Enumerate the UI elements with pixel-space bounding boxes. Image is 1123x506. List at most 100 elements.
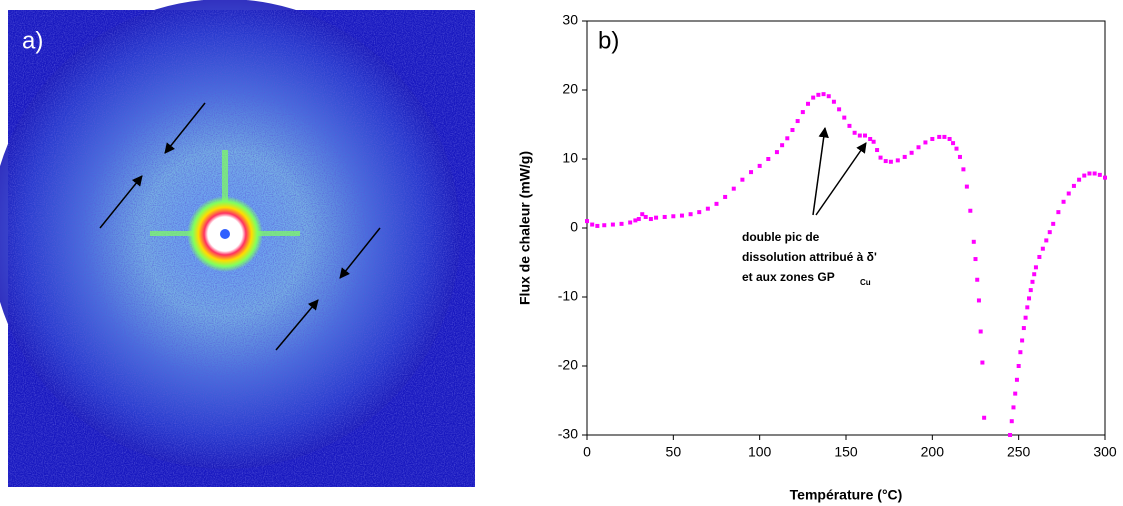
point bbox=[978, 329, 983, 334]
plot-frame bbox=[586, 20, 1106, 436]
point bbox=[1044, 238, 1049, 243]
point bbox=[973, 257, 978, 262]
point bbox=[714, 201, 719, 206]
point bbox=[1016, 364, 1021, 368]
point bbox=[852, 130, 857, 135]
point bbox=[697, 210, 702, 215]
point bbox=[971, 239, 976, 244]
point bbox=[1020, 338, 1025, 343]
point bbox=[1092, 171, 1097, 176]
point bbox=[1103, 175, 1107, 180]
point bbox=[640, 212, 645, 217]
point bbox=[1025, 305, 1030, 310]
point bbox=[595, 223, 600, 228]
point bbox=[888, 159, 893, 164]
point bbox=[951, 141, 956, 146]
point bbox=[610, 222, 615, 227]
point bbox=[643, 214, 648, 219]
point bbox=[1014, 377, 1019, 382]
point bbox=[1033, 265, 1038, 270]
point bbox=[1009, 419, 1014, 424]
point bbox=[740, 177, 745, 182]
point bbox=[878, 155, 883, 160]
point bbox=[723, 194, 728, 199]
point bbox=[1037, 254, 1042, 259]
annotation: et aux zones GP bbox=[742, 270, 835, 284]
point bbox=[648, 217, 653, 222]
point bbox=[785, 136, 790, 141]
point bbox=[930, 136, 935, 141]
x-tick-label: 50 bbox=[666, 444, 682, 460]
point bbox=[1028, 288, 1033, 293]
point bbox=[923, 140, 928, 145]
point bbox=[1087, 171, 1092, 176]
annotation: double pic de bbox=[742, 230, 820, 244]
point bbox=[862, 133, 867, 138]
x-tick-label: 250 bbox=[1007, 444, 1031, 460]
point bbox=[602, 223, 607, 228]
point bbox=[961, 167, 966, 172]
point bbox=[964, 184, 969, 189]
point bbox=[1056, 210, 1061, 215]
point bbox=[937, 134, 942, 139]
point bbox=[1082, 173, 1087, 178]
point bbox=[619, 221, 624, 226]
point bbox=[679, 213, 684, 218]
x-tick-label: 200 bbox=[921, 444, 945, 460]
point bbox=[654, 215, 659, 220]
point bbox=[636, 217, 641, 222]
point bbox=[1051, 221, 1056, 226]
point bbox=[942, 134, 947, 139]
point bbox=[628, 220, 633, 225]
point bbox=[774, 150, 779, 155]
point bbox=[766, 157, 771, 161]
point bbox=[847, 123, 852, 128]
point bbox=[671, 214, 676, 219]
point bbox=[857, 133, 862, 138]
point bbox=[1047, 230, 1052, 235]
point bbox=[947, 136, 952, 141]
point bbox=[790, 128, 795, 133]
x-tick-label: 150 bbox=[834, 444, 858, 460]
point bbox=[875, 148, 880, 153]
point bbox=[811, 95, 816, 100]
point bbox=[842, 115, 847, 120]
point bbox=[976, 298, 981, 303]
point bbox=[1097, 172, 1102, 177]
point bbox=[902, 154, 907, 159]
point bbox=[975, 277, 980, 282]
point bbox=[895, 158, 900, 163]
point bbox=[585, 219, 589, 224]
x-tick-label: 300 bbox=[1093, 444, 1117, 460]
panel-label: b) bbox=[598, 27, 619, 54]
point bbox=[821, 92, 826, 97]
point bbox=[757, 163, 762, 168]
point bbox=[1040, 246, 1045, 251]
y-tick-label: 30 bbox=[562, 12, 578, 28]
point bbox=[1021, 326, 1026, 331]
point bbox=[1032, 272, 1037, 277]
diffraction-image: a) bbox=[0, 0, 475, 487]
point bbox=[826, 94, 831, 99]
point bbox=[688, 212, 693, 217]
point bbox=[1030, 279, 1035, 284]
point bbox=[883, 159, 888, 164]
point bbox=[871, 139, 876, 144]
point bbox=[982, 415, 987, 420]
point bbox=[795, 119, 800, 124]
point bbox=[868, 136, 873, 141]
point bbox=[831, 99, 836, 104]
y-axis-label: Flux de chaleur (mW/g) bbox=[517, 151, 533, 305]
point bbox=[633, 218, 638, 223]
panel-label: a) bbox=[22, 27, 43, 54]
point bbox=[590, 222, 595, 227]
point bbox=[837, 107, 842, 112]
point bbox=[909, 150, 914, 155]
point bbox=[1011, 405, 1016, 410]
point bbox=[1077, 177, 1082, 182]
point bbox=[954, 146, 959, 151]
point bbox=[1023, 315, 1028, 320]
point bbox=[968, 208, 973, 213]
